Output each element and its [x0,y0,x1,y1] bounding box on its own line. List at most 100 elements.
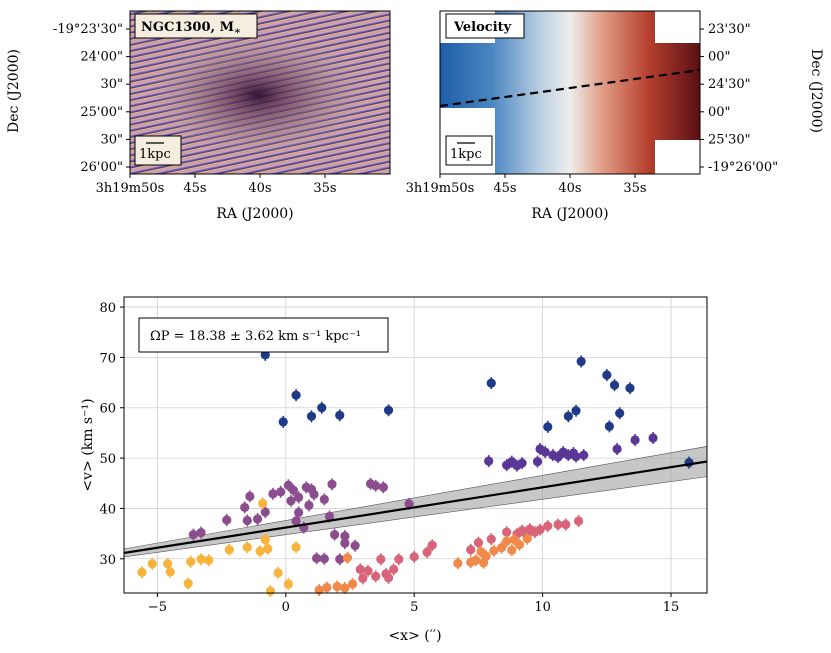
y-tick-label: 00" [708,105,731,120]
data-point [265,586,275,596]
stellar-mass-panel: NGC1300, M∗ 1kpc 3h19m50s 45s 40s 35s -19°2… [6,10,391,222]
x-axis-label: <x> (′′) [388,628,441,644]
data-point [319,554,329,564]
data-point [625,383,635,393]
y-tick-label: 30 [99,553,116,568]
data-point [609,380,620,390]
y-tick-label: -19°26'00" [708,160,778,175]
data-point [245,491,255,501]
data-point [317,403,327,413]
data-point [183,578,193,589]
data-point [612,444,622,454]
y-tick-label: 40 [99,502,116,517]
scale-bar-box [134,135,182,166]
data-point [268,489,278,499]
y-tick-label: 24'30" [708,77,751,92]
data-point [324,511,335,522]
data-point [260,507,270,517]
data-point [137,567,147,577]
data-point [489,546,499,556]
galaxy-bulge [148,33,368,157]
x-tick-label: 10 [534,600,551,615]
y-axis-label: <v> (km s⁻¹) [80,398,96,491]
y-tick-label: 30" [100,77,123,92]
data-point [276,487,286,497]
data-point [283,579,293,589]
series-yellow [137,497,301,597]
data-point [260,535,270,545]
data-point [466,545,476,555]
data-point [394,554,404,564]
data-point [286,496,296,506]
y-tick-labels: 30 40 50 60 70 80 [99,301,124,568]
scale-label: 1kpc [450,147,482,162]
fit-line [123,460,708,555]
data-point [473,538,484,548]
data-point [484,456,494,466]
data-point [335,554,345,564]
data-point [486,534,496,544]
data-point [471,555,481,565]
series-violet [484,431,658,472]
data-point [329,530,340,540]
panel-label-box [134,13,258,39]
data-point [422,547,432,557]
x-tick-labels: −5 0 5 10 15 [148,593,679,615]
data-point [188,530,198,540]
series-blue [260,348,694,469]
data-point [294,492,304,502]
data-point [258,498,268,508]
y-tick-label: 70 [99,351,116,366]
data-point [224,545,234,555]
data-point [340,531,350,541]
data-point [648,433,658,443]
data-point [579,450,589,460]
y-tick-label: 60 [99,402,116,417]
panel-label: Velocity [453,20,512,35]
data-point [260,350,270,360]
fit-uncertainty-band [123,446,708,558]
x-tick-label: 45s [183,181,206,196]
data-point [553,519,563,530]
x-tick-label: 0 [282,600,290,615]
data-point [350,541,360,551]
velocity-panel: Velocity 1kpc 3h19m50s 45s 40s 35s 23'30" 00… [406,10,824,222]
data-point [196,554,206,564]
x-axis-label: RA (J2000) [216,206,293,222]
data-point [255,546,265,556]
x-tick-label: 45s [493,181,516,196]
data-point [543,521,553,531]
data-point [532,457,543,467]
y-tick-label: 80 [99,301,116,316]
y-tick-label: 23'30" [708,22,751,37]
data-point [347,579,358,589]
data-point [535,524,545,535]
data-point [517,458,527,468]
series-orange [314,532,532,596]
y-tick-label: 30" [100,132,123,147]
data-point [355,564,365,574]
data-point [294,507,304,518]
y-axis-label: Dec (J2000) [6,49,22,133]
panel-label-box [445,13,525,39]
data-point [186,557,196,567]
data-point [222,515,232,525]
y-tick-label: 50 [99,452,116,467]
data-point [563,411,573,421]
data-point [389,564,399,574]
data-point [319,494,329,504]
data-point [332,581,342,592]
data-point [540,447,550,457]
pattern-speed-scatter: −5 0 5 10 15 30 40 50 60 70 80 ΩP = 18.38 ± 3.62 … [80,296,708,644]
data-point [342,553,353,563]
data-points [137,348,694,597]
data-point [335,410,345,420]
data-point [204,555,214,565]
data-point [312,553,322,563]
y-tick-label: -19°23'30" [53,22,123,37]
data-point [327,479,337,489]
data-point [358,573,368,584]
x-tick-label: 40s [558,181,581,196]
data-point [242,542,252,552]
